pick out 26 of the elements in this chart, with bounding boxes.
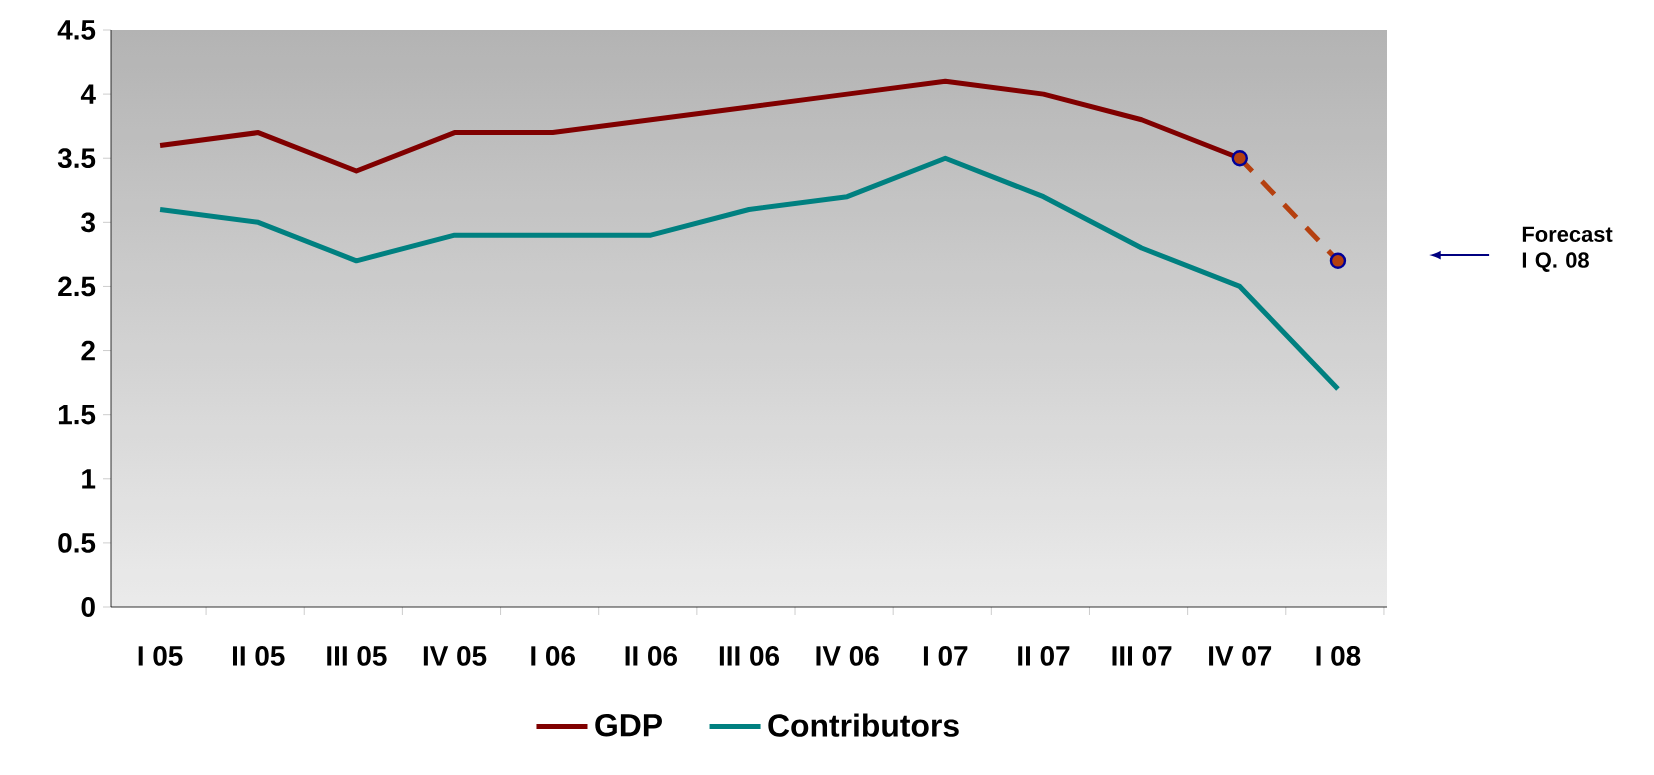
x-tick-label: II 07 bbox=[1018, 646, 1070, 666]
x-tick-label: I 08 bbox=[1316, 646, 1361, 666]
x-tick-label: II 05 bbox=[232, 646, 285, 666]
x-tick-label: IV 07 bbox=[1209, 646, 1272, 666]
y-tick-label: 2 bbox=[81, 340, 95, 361]
x-tick-label: III 05 bbox=[327, 646, 387, 666]
text: Forecast I Q. 08 bbox=[1522, 226, 1613, 272]
x-tick-label: IV 05 bbox=[423, 646, 487, 666]
x-tick-label: III 06 bbox=[719, 646, 779, 666]
y-tick-label: 1 bbox=[82, 469, 96, 489]
legend-label: Contributors bbox=[768, 713, 959, 737]
y-tick-label: 4 bbox=[80, 84, 96, 104]
y-tick-label: 3 bbox=[81, 212, 95, 233]
x-tick-label: I 07 bbox=[923, 646, 968, 666]
x-tick-label: I 06 bbox=[531, 646, 575, 666]
y-tick-label: 3.5 bbox=[57, 148, 96, 169]
y-tick-label: 0 bbox=[81, 597, 95, 617]
x-tick-label: I 05 bbox=[138, 646, 183, 666]
x-tick-label: III 07 bbox=[1112, 646, 1172, 666]
x-tick-label: IV 06 bbox=[816, 646, 879, 666]
x-tick-label: II 06 bbox=[625, 646, 677, 666]
y-tick-label: 4.5 bbox=[57, 20, 96, 40]
legend-label: GDP bbox=[595, 713, 662, 737]
y-tick-label: 2.5 bbox=[58, 276, 96, 297]
y-tick-label: 0.5 bbox=[58, 532, 96, 553]
y-tick-label: 1.5 bbox=[58, 404, 96, 425]
